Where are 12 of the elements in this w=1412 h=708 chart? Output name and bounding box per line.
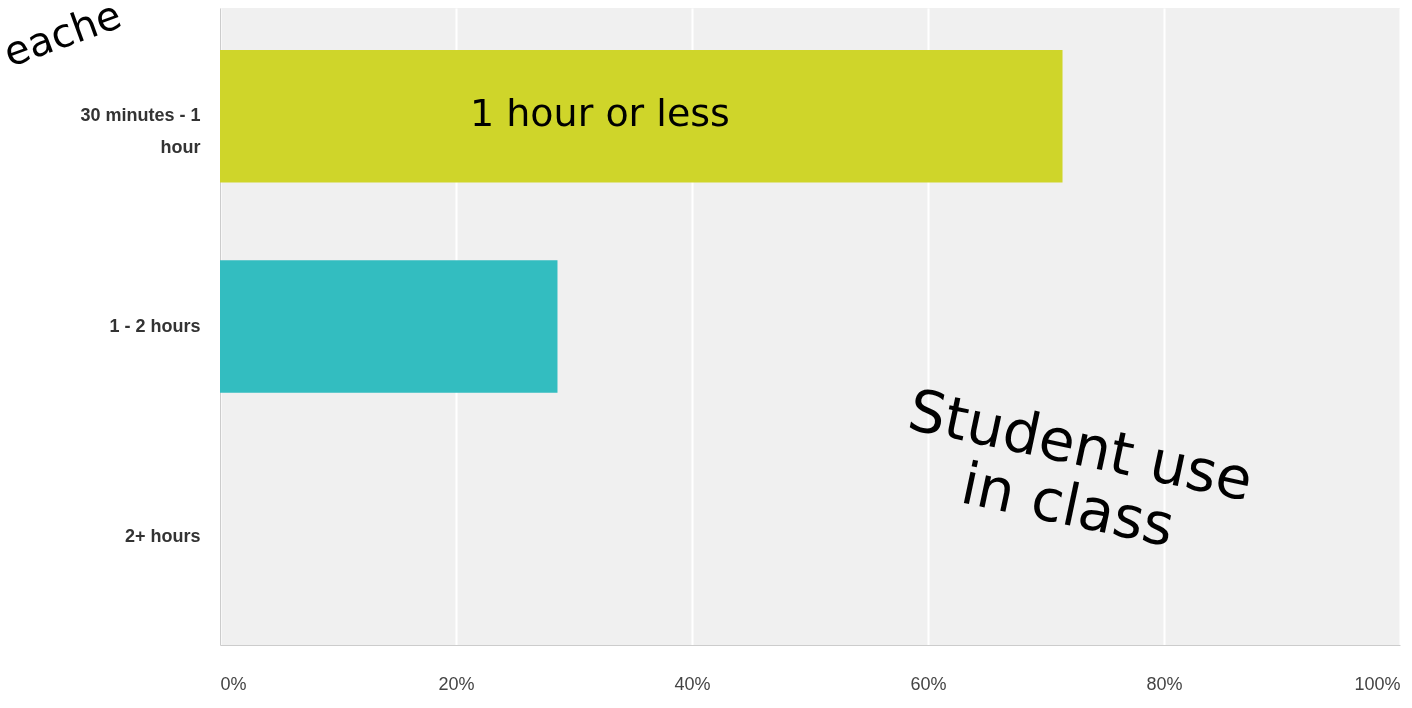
y-tick-label: 2+ hours (124, 525, 201, 546)
x-tick-label: 60% (910, 673, 947, 694)
x-tick-label: 0% (220, 673, 247, 694)
annotation: 1 hour or less (470, 91, 730, 135)
y-tick-label: 1 - 2 hours (109, 315, 201, 336)
x-tick-label: 20% (438, 673, 475, 694)
x-tick-label: 80% (1146, 673, 1183, 694)
text: eache (0, 0, 127, 76)
x-tick-label: 100% (1354, 673, 1401, 694)
y-tick-label: 30 minutes - 1 hour (80, 105, 201, 158)
annotation: Student use in class (902, 375, 1259, 561)
x-tick-label: 40% (674, 673, 711, 694)
